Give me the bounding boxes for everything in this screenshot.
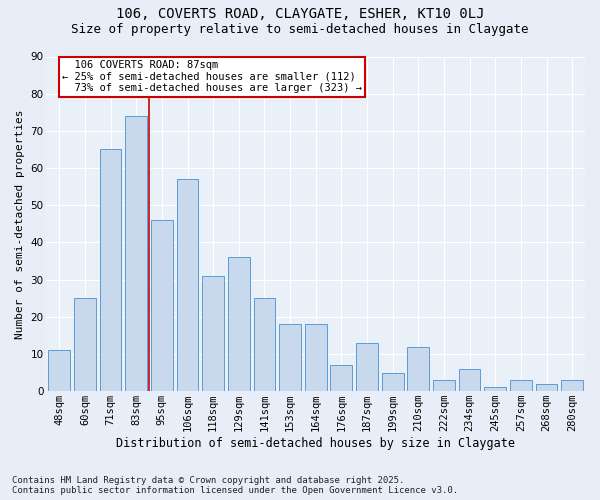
- Bar: [176, 179, 199, 391]
- Bar: [125, 116, 147, 391]
- Bar: [407, 346, 429, 391]
- Bar: [561, 380, 583, 391]
- Text: Size of property relative to semi-detached houses in Claygate: Size of property relative to semi-detach…: [71, 22, 529, 36]
- Bar: [356, 343, 378, 391]
- X-axis label: Distribution of semi-detached houses by size in Claygate: Distribution of semi-detached houses by …: [116, 437, 515, 450]
- Text: 106, COVERTS ROAD, CLAYGATE, ESHER, KT10 0LJ: 106, COVERTS ROAD, CLAYGATE, ESHER, KT10…: [116, 8, 484, 22]
- Bar: [74, 298, 96, 391]
- Bar: [484, 388, 506, 391]
- Text: 106 COVERTS ROAD: 87sqm
← 25% of semi-detached houses are smaller (112)
  73% of: 106 COVERTS ROAD: 87sqm ← 25% of semi-de…: [62, 60, 362, 94]
- Bar: [305, 324, 326, 391]
- Y-axis label: Number of semi-detached properties: Number of semi-detached properties: [15, 109, 25, 338]
- Bar: [151, 220, 173, 391]
- Bar: [433, 380, 455, 391]
- Bar: [100, 150, 121, 391]
- Bar: [279, 324, 301, 391]
- Bar: [202, 276, 224, 391]
- Bar: [382, 372, 404, 391]
- Bar: [254, 298, 275, 391]
- Bar: [331, 365, 352, 391]
- Bar: [510, 380, 532, 391]
- Bar: [458, 369, 481, 391]
- Bar: [536, 384, 557, 391]
- Bar: [228, 258, 250, 391]
- Text: Contains HM Land Registry data © Crown copyright and database right 2025.
Contai: Contains HM Land Registry data © Crown c…: [12, 476, 458, 495]
- Bar: [49, 350, 70, 391]
